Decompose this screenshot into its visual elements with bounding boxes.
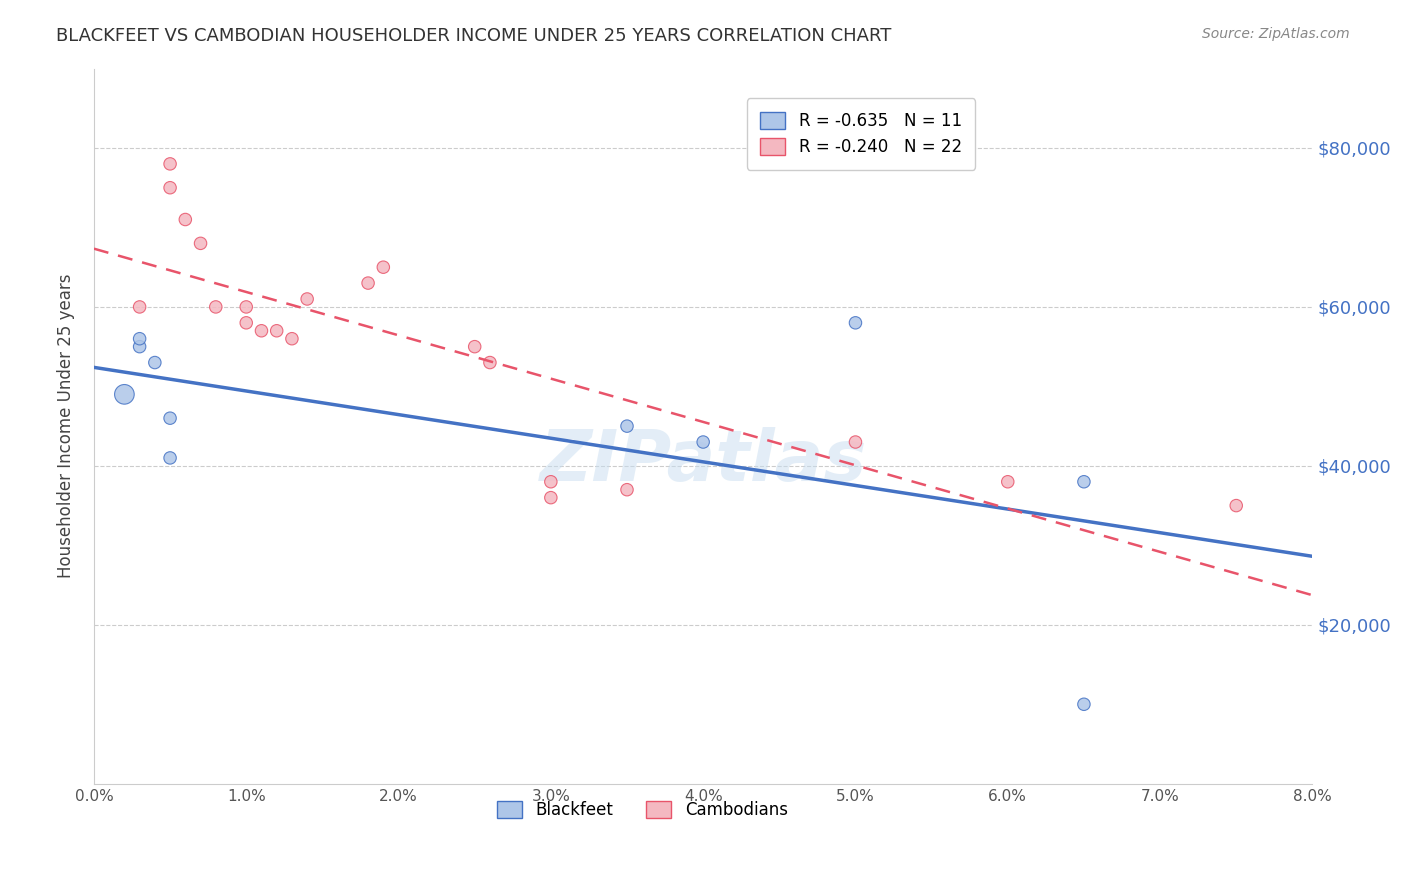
Text: BLACKFEET VS CAMBODIAN HOUSEHOLDER INCOME UNDER 25 YEARS CORRELATION CHART: BLACKFEET VS CAMBODIAN HOUSEHOLDER INCOM… [56, 27, 891, 45]
Point [1073, 475, 1095, 489]
Point [128, 340, 150, 354]
Point [357, 276, 380, 290]
Point [266, 324, 288, 338]
Point [844, 435, 866, 450]
Point [373, 260, 395, 275]
Point [464, 340, 486, 354]
Point [616, 419, 638, 434]
Point [295, 292, 318, 306]
Point [204, 300, 226, 314]
Point [235, 300, 257, 314]
Point [159, 411, 181, 425]
Point [281, 332, 304, 346]
Point [616, 483, 638, 497]
Point [1073, 698, 1095, 712]
Point [143, 355, 166, 369]
Point [250, 324, 273, 338]
Point [235, 316, 257, 330]
Point [540, 475, 562, 489]
Point [844, 316, 866, 330]
Point [159, 180, 181, 194]
Legend: Blackfeet, Cambodians: Blackfeet, Cambodians [491, 794, 794, 825]
Point [997, 475, 1019, 489]
Text: ZIPatlas: ZIPatlas [540, 427, 868, 496]
Point [190, 236, 212, 251]
Point [478, 355, 501, 369]
Point [159, 450, 181, 465]
Y-axis label: Householder Income Under 25 years: Householder Income Under 25 years [58, 274, 75, 578]
Text: Source: ZipAtlas.com: Source: ZipAtlas.com [1202, 27, 1350, 41]
Point [128, 300, 150, 314]
Point [540, 491, 562, 505]
Point [128, 332, 150, 346]
Point [112, 387, 135, 401]
Point [174, 212, 197, 227]
Point [159, 157, 181, 171]
Point [1225, 499, 1247, 513]
Point [692, 435, 714, 450]
